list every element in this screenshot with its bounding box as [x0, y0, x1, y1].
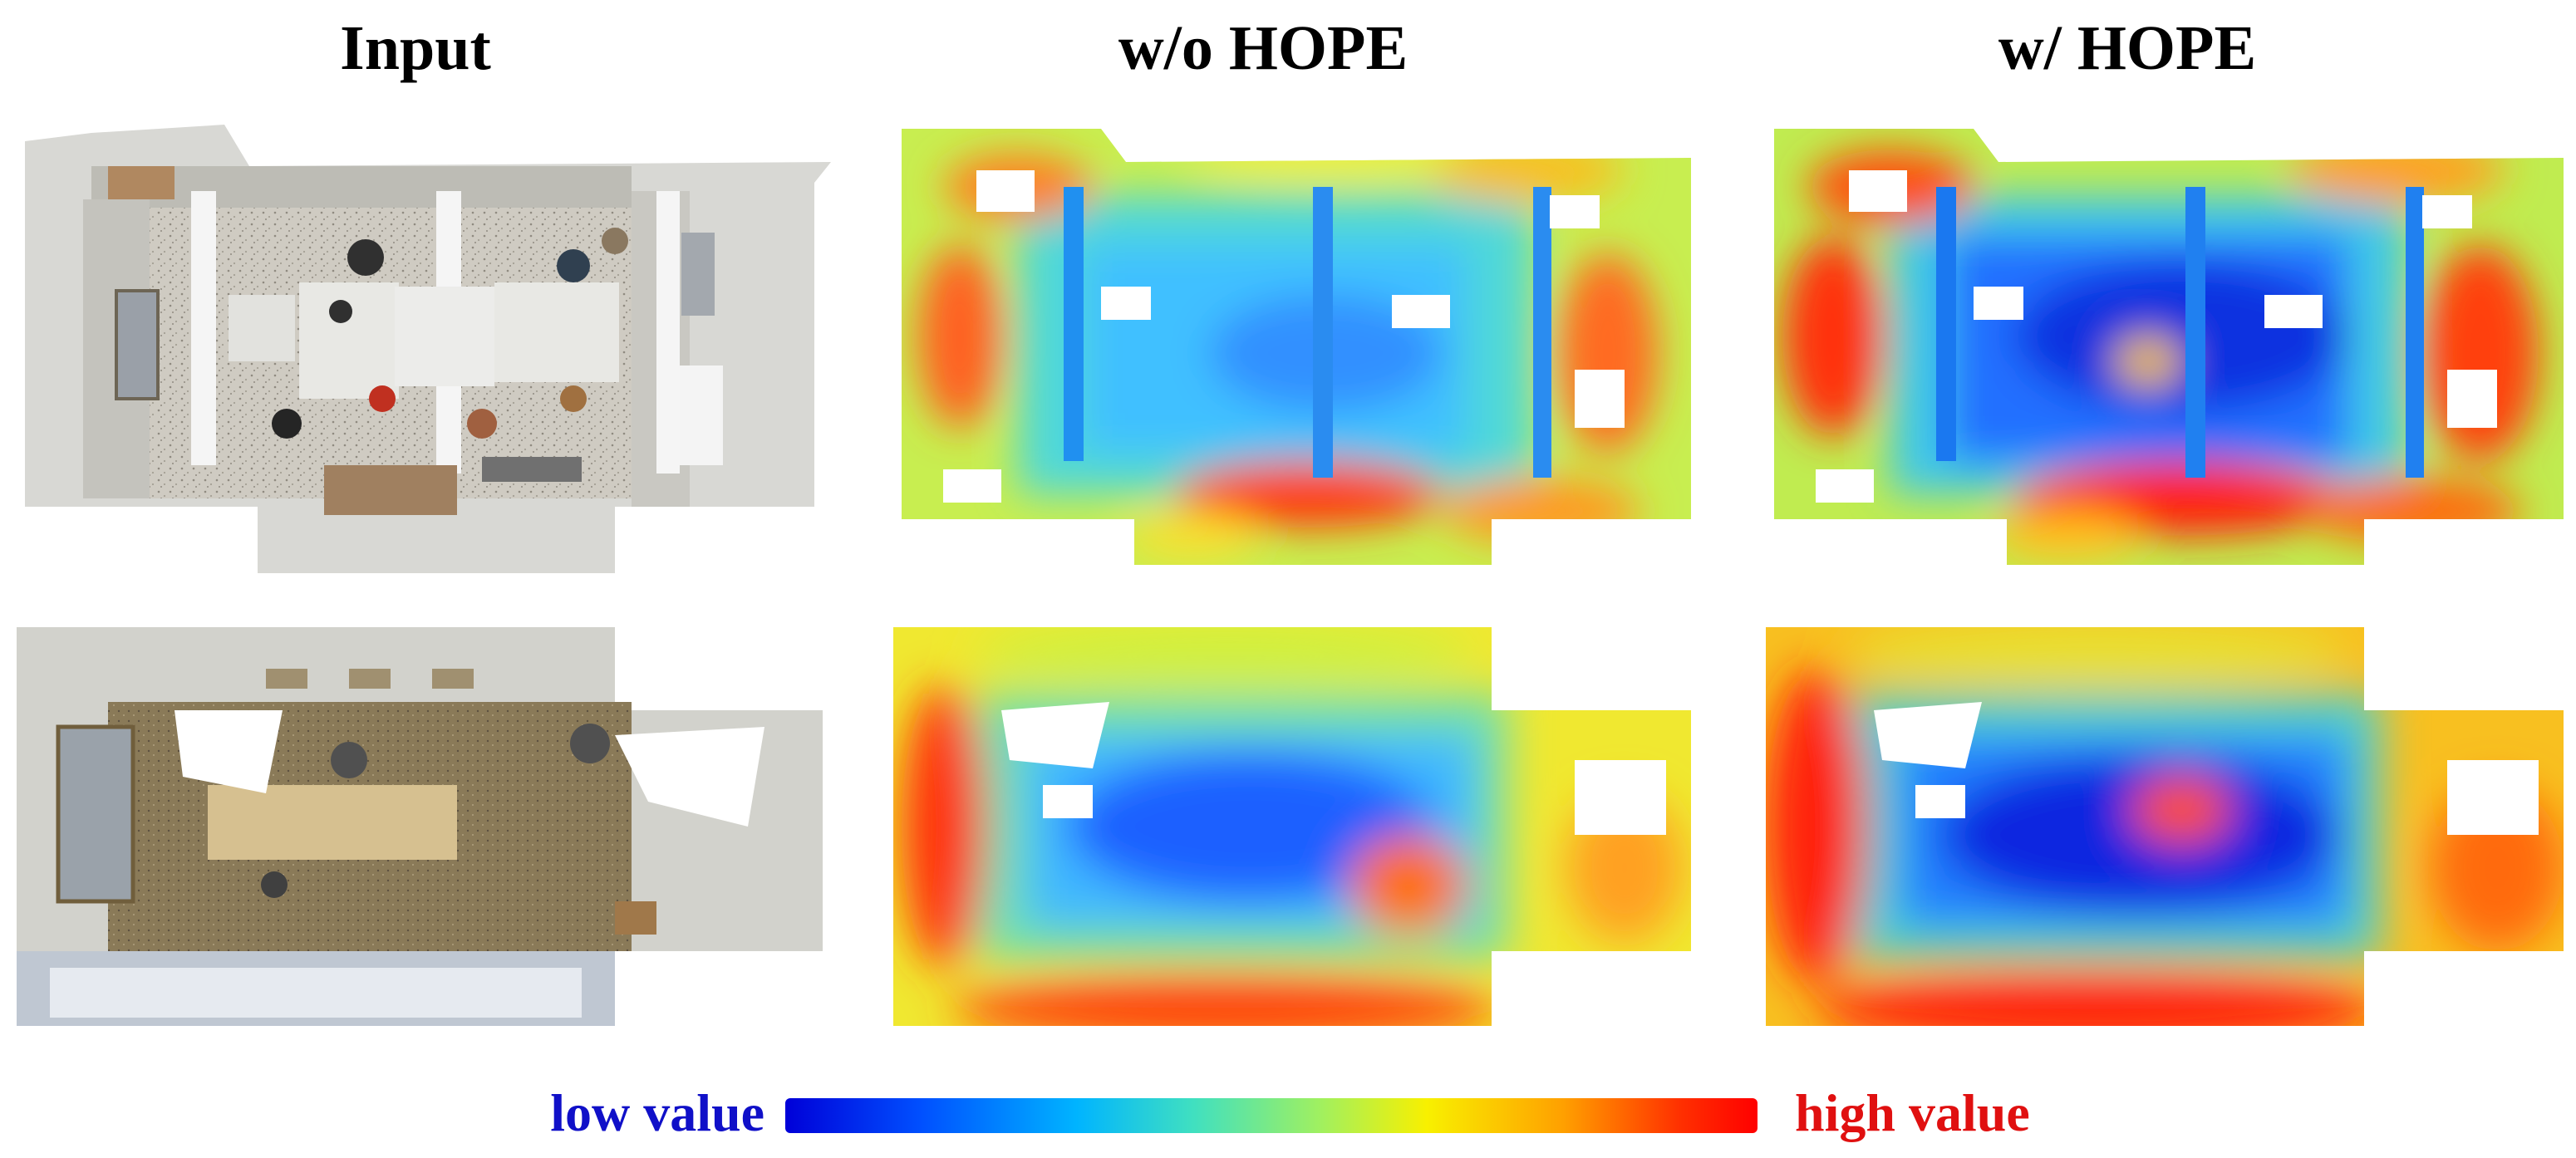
heatmap-with-hope-room2	[1766, 619, 2576, 1034]
column-title-with-hope: w/ HOPE	[1998, 13, 2257, 83]
heatmap-without-hope-room2	[893, 619, 1708, 1034]
legend-low-label: low value	[550, 1083, 764, 1142]
heatmap-without-hope-room1	[893, 120, 1708, 569]
input-panel-room2	[17, 619, 831, 1034]
heatmap-with-hope-room1	[1766, 120, 2576, 569]
input-panel-room1	[17, 116, 831, 573]
colorbar	[785, 1098, 1757, 1133]
column-title-without-hope: w/o HOPE	[1118, 13, 1408, 83]
legend-high-label: high value	[1795, 1083, 2030, 1142]
column-title-input: Input	[340, 13, 491, 83]
